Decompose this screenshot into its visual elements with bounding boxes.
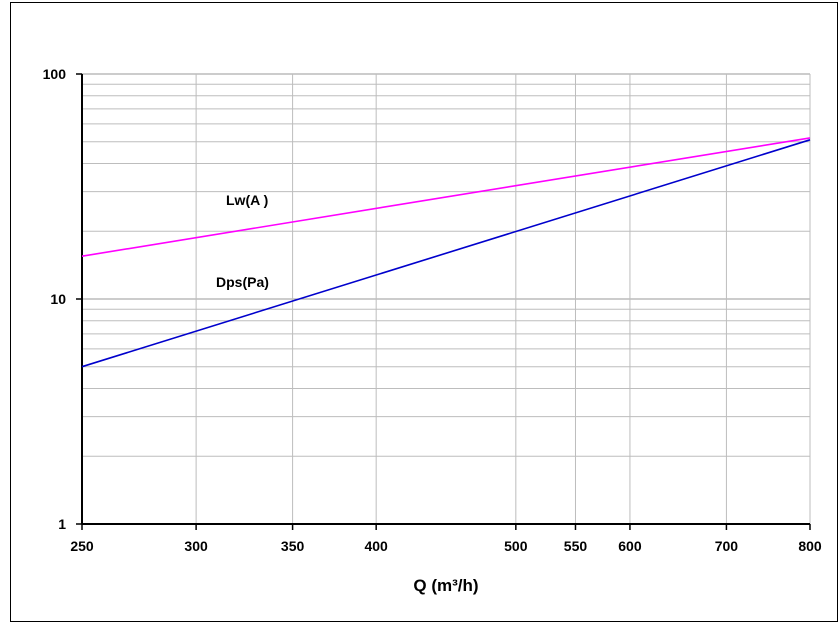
x-tick-label: 400 (364, 538, 388, 554)
x-tick-label: 500 (504, 538, 528, 554)
x-tick-label: 600 (618, 538, 642, 554)
y-tick-label: 1 (58, 516, 66, 532)
x-tick-label: 300 (184, 538, 208, 554)
series-label-lwa: Lw(A ) (226, 192, 268, 208)
series-label-dps: Dps(Pa) (216, 274, 269, 290)
x-axis-title: Q (m³/h) (413, 576, 478, 595)
x-tick-label: 700 (715, 538, 739, 554)
series-line-dps (81, 139, 811, 368)
y-tick-label: 10 (50, 291, 66, 307)
series-line-lwa (81, 137, 811, 257)
y-tick-label: 100 (43, 66, 67, 82)
x-tick-label: 250 (70, 538, 94, 554)
x-tick-label: 350 (281, 538, 305, 554)
x-tick-label: 550 (564, 538, 588, 554)
x-tick-label: 800 (798, 538, 822, 554)
chart: 1 10 100 250 300 350 400 500 550 600 700 800 Lw(A ) D… (43, 66, 822, 595)
